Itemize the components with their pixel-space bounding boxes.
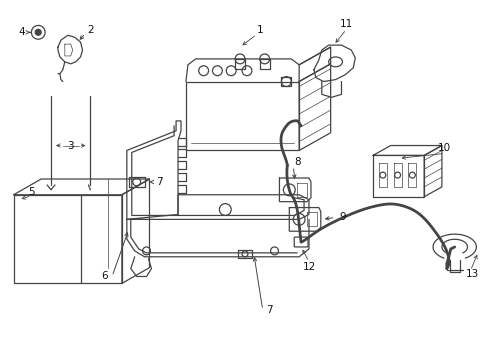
Text: 4: 4 xyxy=(18,27,25,37)
Circle shape xyxy=(31,26,45,39)
Text: 10: 10 xyxy=(437,144,450,153)
Circle shape xyxy=(242,66,251,76)
Text: 5: 5 xyxy=(28,187,35,197)
Circle shape xyxy=(142,247,150,255)
Circle shape xyxy=(242,251,247,257)
Circle shape xyxy=(281,77,291,86)
Circle shape xyxy=(235,54,244,64)
Circle shape xyxy=(270,247,278,255)
Circle shape xyxy=(379,172,385,178)
FancyBboxPatch shape xyxy=(294,237,307,247)
Circle shape xyxy=(293,213,305,225)
Circle shape xyxy=(408,172,414,178)
Circle shape xyxy=(132,178,141,186)
Text: 6: 6 xyxy=(101,271,107,282)
Text: 3: 3 xyxy=(67,140,74,150)
Circle shape xyxy=(283,184,295,196)
Circle shape xyxy=(394,172,400,178)
Circle shape xyxy=(219,204,231,215)
Text: 7: 7 xyxy=(266,305,272,315)
Text: 2: 2 xyxy=(87,25,94,35)
Text: 12: 12 xyxy=(302,262,315,272)
Text: 11: 11 xyxy=(339,19,352,30)
Text: 9: 9 xyxy=(339,212,345,222)
Text: 1: 1 xyxy=(256,25,263,35)
Text: 8: 8 xyxy=(293,157,300,167)
Circle shape xyxy=(198,66,208,76)
Circle shape xyxy=(226,66,236,76)
Circle shape xyxy=(259,54,269,64)
Circle shape xyxy=(212,66,222,76)
Ellipse shape xyxy=(328,57,342,67)
Circle shape xyxy=(35,30,41,35)
Text: 7: 7 xyxy=(156,177,163,187)
Text: 13: 13 xyxy=(465,269,478,279)
